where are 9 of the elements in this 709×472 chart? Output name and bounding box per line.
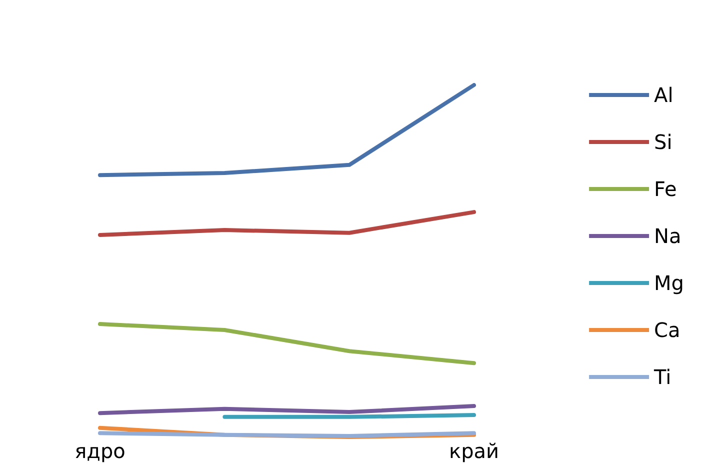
x-tick-label: ядро <box>74 439 126 463</box>
legend-label: Al <box>654 83 674 107</box>
legend-label: Ti <box>653 365 672 389</box>
legend-label: Fe <box>654 177 677 201</box>
legend-label: Mg <box>654 271 684 295</box>
x-tick-label: край <box>448 439 500 463</box>
legend-label: Na <box>654 224 682 248</box>
legend-label: Ca <box>654 318 680 342</box>
legend-label: Si <box>654 130 672 154</box>
